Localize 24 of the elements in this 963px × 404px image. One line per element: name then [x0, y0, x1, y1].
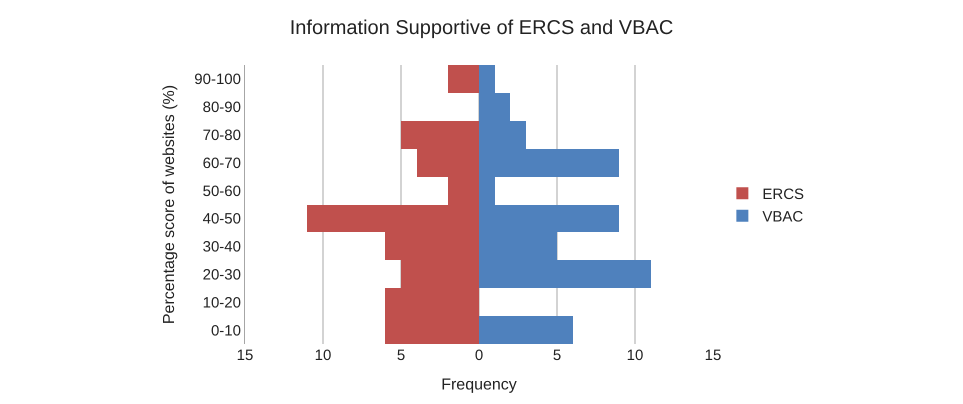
y-tick-label: 50-60 — [202, 182, 241, 200]
x-tick-label: 15 — [236, 347, 254, 364]
y-tick-label: 10-20 — [202, 294, 241, 312]
y-tick-label: 30-40 — [202, 238, 241, 256]
y-tick-label: 0-10 — [210, 322, 241, 340]
y-axis-title: Percentage score of websites (%) — [161, 84, 178, 324]
y-tick-label: 40-50 — [202, 210, 241, 228]
y-tick-label: 60-70 — [202, 154, 241, 172]
x-tick-label: 0 — [474, 347, 484, 364]
y-tick-label: 90-100 — [194, 71, 241, 88]
x-tick-label: 10 — [626, 347, 644, 364]
y-tick-label: 70-80 — [202, 127, 241, 144]
y-tick-label: 20-30 — [202, 266, 241, 284]
x-tick-label: 15 — [704, 347, 722, 364]
y-tick-label: 80-90 — [202, 99, 241, 116]
legend-label: ERCS — [762, 186, 804, 204]
x-tick-label: 5 — [396, 347, 406, 364]
x-tick-label: 5 — [552, 347, 562, 364]
chart-title: Information Supportive of ERCS and VBAC — [290, 17, 674, 40]
legend-label: VBAC — [762, 208, 804, 226]
x-axis-title: Frequency — [441, 376, 517, 394]
bar — [479, 316, 573, 344]
x-tick-label: 10 — [314, 347, 332, 364]
bar — [448, 65, 479, 93]
